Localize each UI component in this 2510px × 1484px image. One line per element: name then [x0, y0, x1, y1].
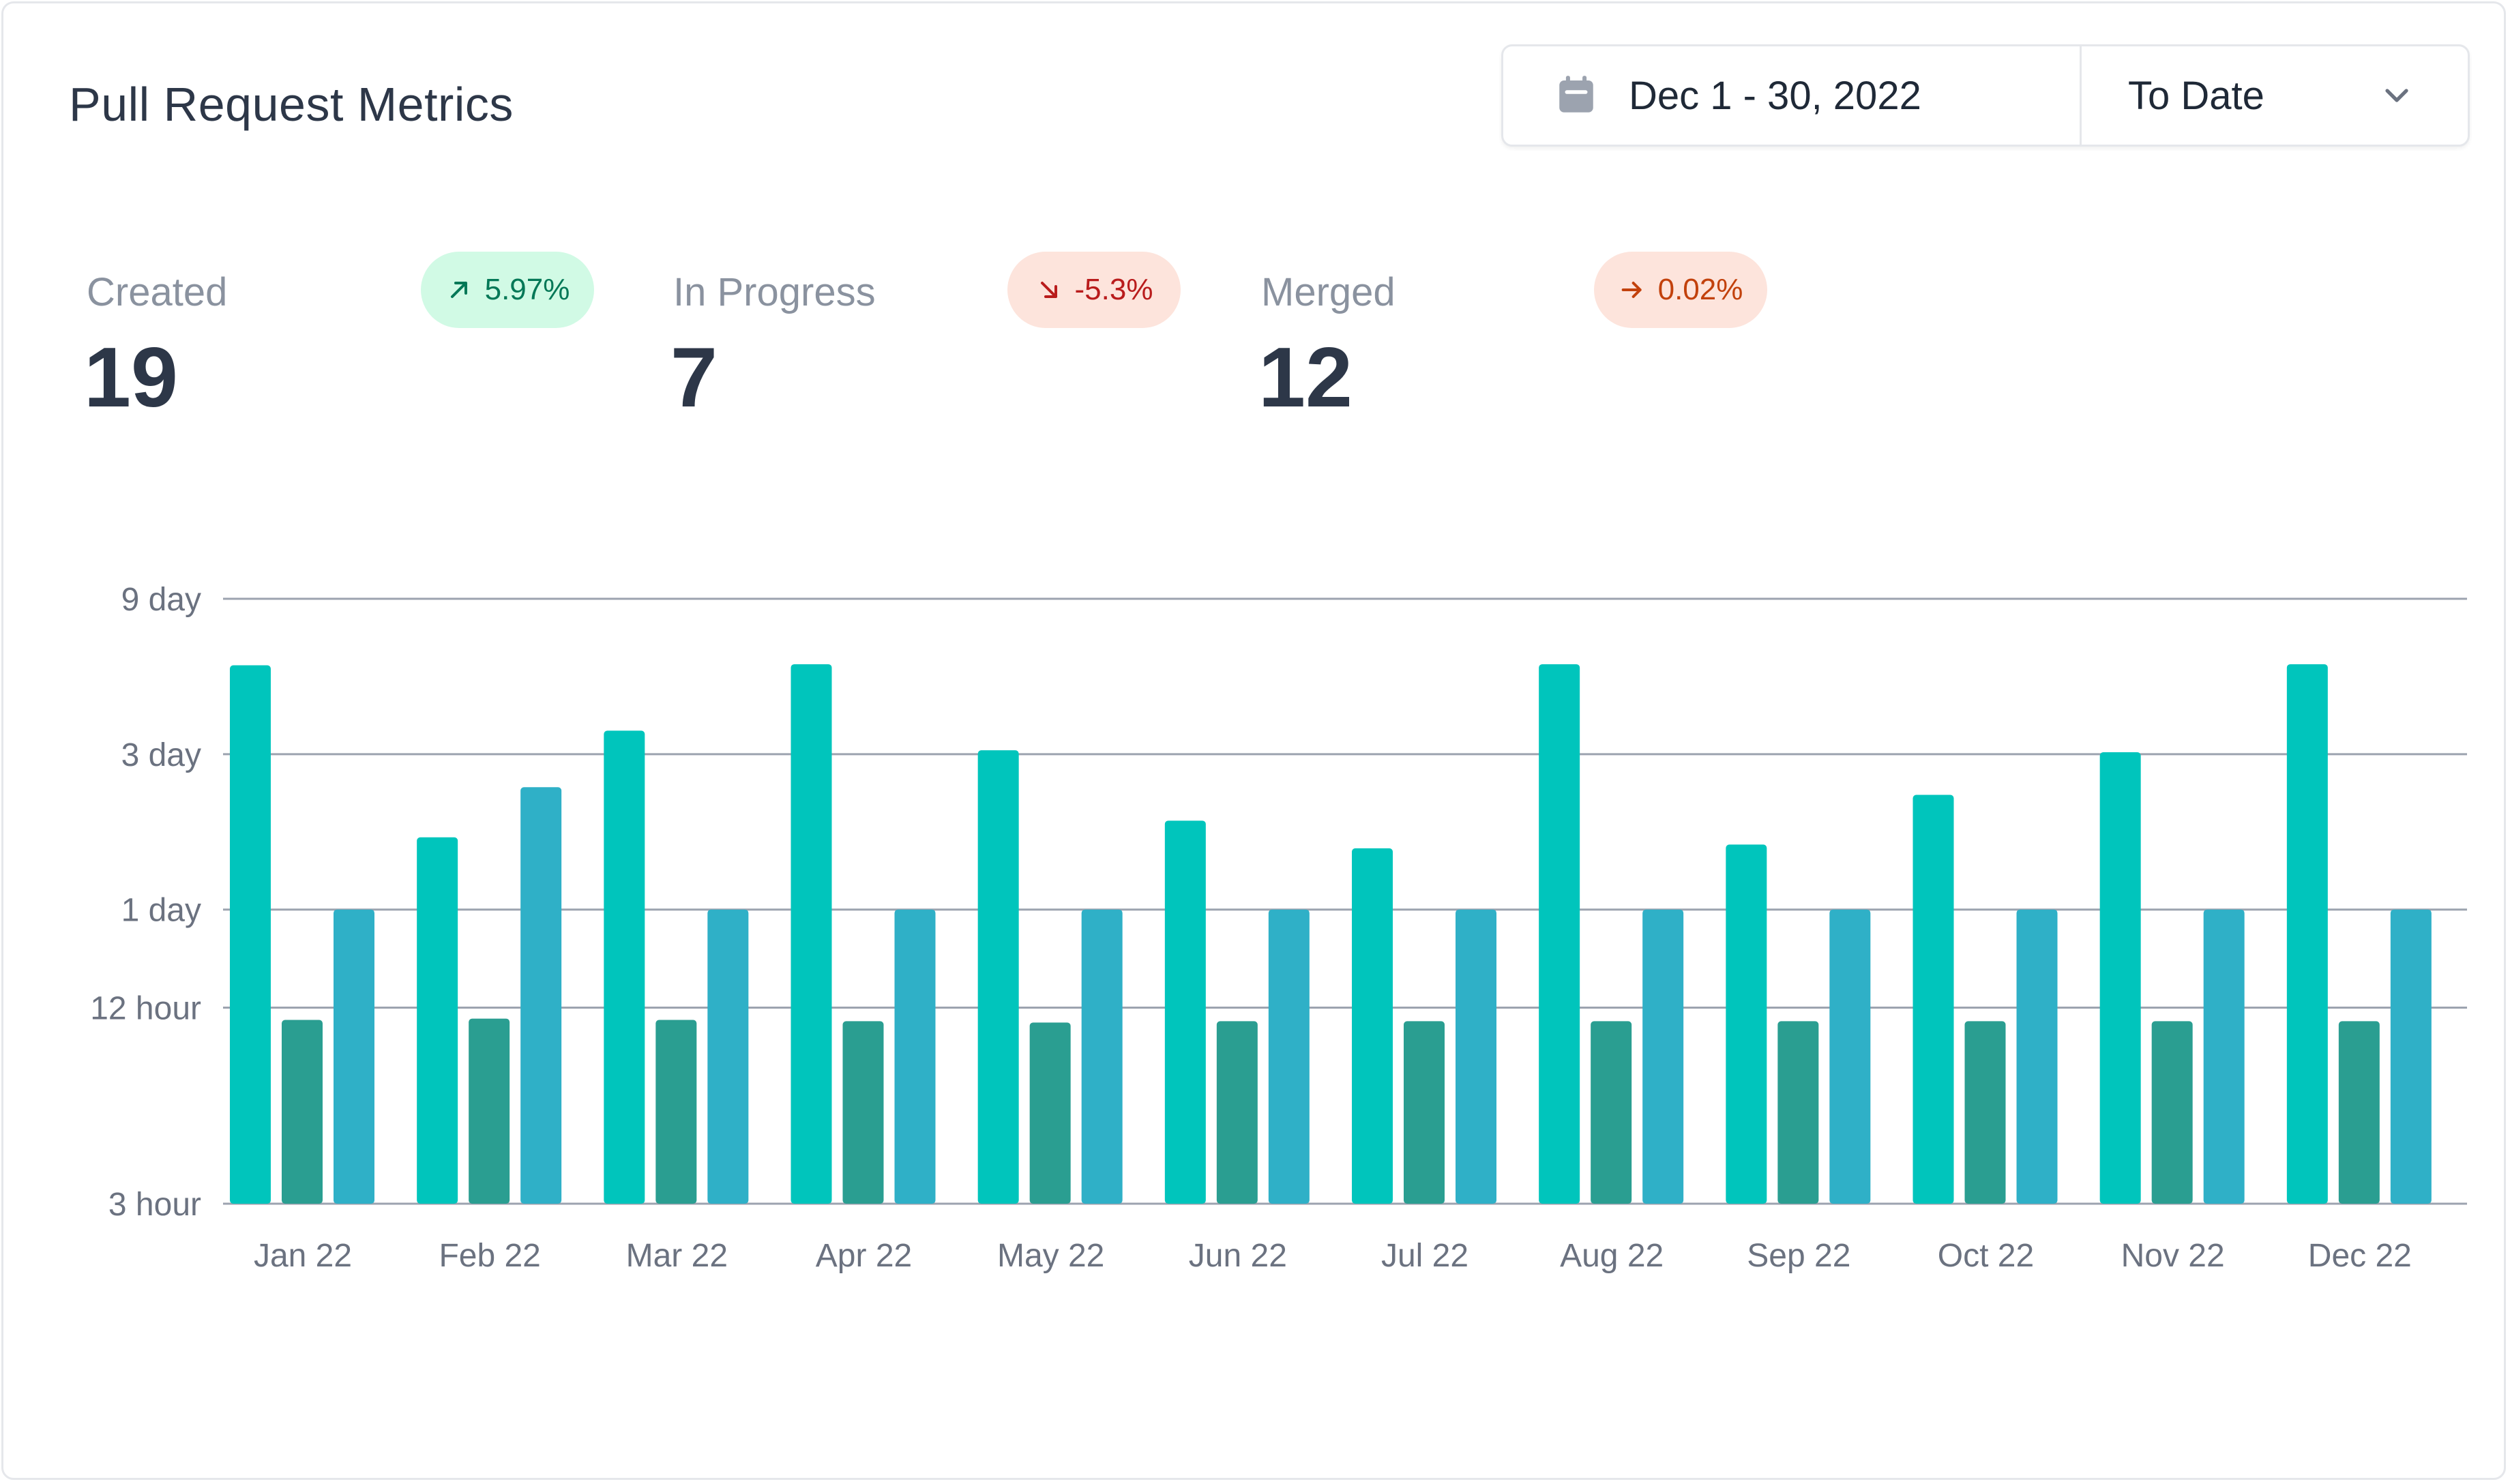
- bar-2: [1029, 1022, 1071, 1204]
- x-tick-label: Sep 22: [1747, 1238, 1850, 1274]
- bar-1: [1352, 848, 1393, 1204]
- stat-change-created: 5.97%: [484, 273, 570, 306]
- x-tick-label: Jul 22: [1381, 1238, 1468, 1274]
- bar-3: [1268, 909, 1310, 1204]
- bar-2: [282, 1020, 323, 1204]
- bar-2: [1404, 1021, 1445, 1204]
- calendar-icon: [1554, 73, 1599, 118]
- stat-value-created: 19: [84, 331, 178, 425]
- arrow-down-right-icon: [1040, 282, 1057, 298]
- pull-request-duration-chart: 9 day 3 day 1 day 12 hour 3 hour Jan 22 Feb 22…: [90, 582, 2467, 1274]
- stat-change-badge-created: 5.97%: [421, 252, 594, 328]
- bar-3: [894, 909, 936, 1204]
- arrow-up-right-icon: [450, 282, 467, 298]
- stat-change-badge-in-progress: -5.3%: [1007, 252, 1181, 328]
- bar-3: [1829, 909, 1871, 1204]
- bar-2: [2338, 1021, 2380, 1204]
- period-dropdown[interactable]: To Date: [2082, 46, 2468, 145]
- y-tick-label: 3 day: [121, 737, 201, 773]
- bar-2: [469, 1018, 510, 1204]
- bar-3: [1642, 909, 1684, 1204]
- y-tick-label: 1 day: [121, 893, 201, 929]
- x-tick-label: Mar 22: [626, 1238, 728, 1274]
- bar-1: [977, 750, 1019, 1204]
- y-tick-label: 12 hour: [90, 990, 201, 1026]
- bar-3: [2203, 909, 2245, 1204]
- bar-3: [1456, 909, 1496, 1204]
- bar-1: [2099, 752, 2141, 1204]
- stat-change-merged: 0.02%: [1657, 273, 1743, 306]
- x-tick-label: May 22: [997, 1238, 1104, 1274]
- stat-value-merged: 12: [1258, 331, 1353, 425]
- bar-1: [2286, 664, 2328, 1204]
- stat-change-badge-merged: 0.02%: [1594, 252, 1767, 328]
- x-tick-label: Dec 22: [2308, 1238, 2412, 1274]
- bar-2: [1591, 1021, 1632, 1204]
- chevron-down-icon[interactable]: [2380, 79, 2413, 112]
- date-range-picker[interactable]: Dec 1 - 30, 2022 To Date: [1501, 44, 2470, 147]
- stat-label-merged: Merged: [1261, 270, 1396, 314]
- bar-2: [655, 1020, 697, 1204]
- bar-1: [1164, 820, 1206, 1204]
- date-range-label: Dec 1 - 30, 2022: [1629, 73, 1921, 118]
- bar-1: [604, 730, 645, 1204]
- x-tick-label: Nov 22: [2121, 1238, 2225, 1274]
- bar-2: [2151, 1021, 2193, 1204]
- card-title: Pull Request Metrics: [69, 78, 514, 131]
- bar-1: [230, 665, 271, 1204]
- bar-1: [791, 664, 832, 1204]
- date-range-button[interactable]: Dec 1 - 30, 2022: [1503, 46, 2082, 145]
- x-tick-label: Feb 22: [439, 1238, 540, 1274]
- bar-3: [520, 787, 562, 1204]
- stat-change-in-progress: -5.3%: [1074, 273, 1153, 306]
- bar-1: [1726, 844, 1767, 1204]
- stat-label-created: Created: [87, 270, 228, 314]
- bar-2: [1777, 1021, 1819, 1204]
- arrow-right-icon: [1621, 282, 1642, 298]
- x-tick-label: Aug 22: [1560, 1238, 1664, 1274]
- x-tick-label: Apr 22: [816, 1238, 912, 1274]
- bar-2: [1216, 1021, 1258, 1204]
- x-tick-label: Oct 22: [1938, 1238, 2034, 1274]
- x-tick-label: Jan 22: [254, 1238, 352, 1274]
- y-tick-label: 3 hour: [108, 1187, 201, 1223]
- stat-value-in-progress: 7: [670, 331, 718, 425]
- bar-3: [707, 909, 749, 1204]
- period-label: To Date: [2128, 73, 2264, 118]
- bar-3: [2016, 909, 2058, 1204]
- bar-3: [334, 909, 374, 1204]
- bar-3: [1081, 909, 1123, 1204]
- y-tick-label: 9 day: [121, 582, 201, 618]
- bar-1: [1539, 664, 1580, 1204]
- bar-3: [2390, 909, 2432, 1204]
- stat-label-in-progress: In Progress: [673, 270, 876, 314]
- bar-2: [1964, 1021, 2006, 1204]
- x-tick-label: Jun 22: [1189, 1238, 1287, 1274]
- bar-1: [1913, 795, 1954, 1204]
- bar-2: [842, 1021, 884, 1204]
- bar-1: [417, 837, 458, 1204]
